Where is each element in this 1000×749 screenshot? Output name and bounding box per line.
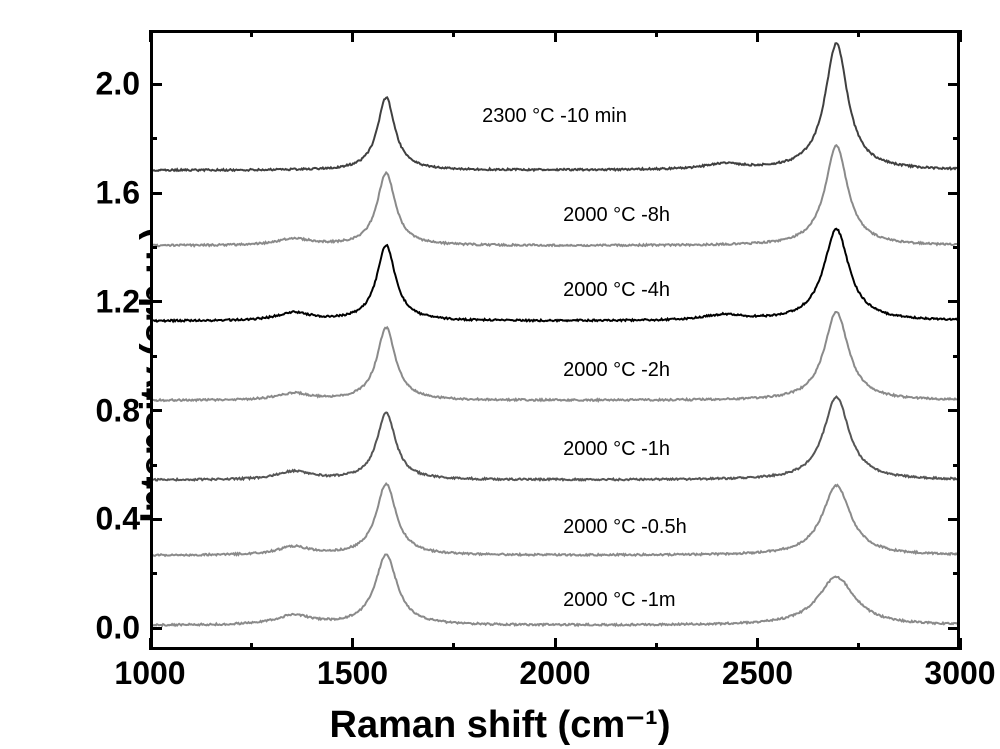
raman-chart: Intensity (arb.u.) Raman shift (cm⁻¹) 0.… <box>0 0 1000 749</box>
spectrum-curve <box>153 312 957 401</box>
x-tick-label: 2500 <box>722 655 793 692</box>
x-tick-label: 2000 <box>519 655 590 692</box>
spectrum-curve <box>153 484 957 556</box>
curve-label: 2000 °C -8h <box>563 204 670 227</box>
x-tick-label: 1500 <box>317 655 388 692</box>
spectrum-curve <box>153 397 957 481</box>
curve-label: 2000 °C -2h <box>563 359 670 382</box>
curve-label: 2000 °C -1m <box>563 589 676 612</box>
y-tick-label: 0.8 <box>96 392 140 429</box>
x-tick-label: 1000 <box>114 655 185 692</box>
curve-label: 2000 °C -0.5h <box>563 516 687 539</box>
y-tick-label: 0.0 <box>96 610 140 647</box>
curve-label: 2300 °C -10 min <box>482 105 627 128</box>
curve-label: 2000 °C -4h <box>563 279 670 302</box>
x-axis-label: Raman shift (cm⁻¹) <box>330 702 671 747</box>
spectrum-curve <box>153 145 957 246</box>
x-tick-label: 3000 <box>924 655 995 692</box>
y-tick-label: 2.0 <box>96 66 140 103</box>
y-tick-label: 1.2 <box>96 283 140 320</box>
curve-label: 2000 °C -1h <box>563 438 670 461</box>
y-tick-label: 1.6 <box>96 175 140 212</box>
y-tick-label: 0.4 <box>96 501 140 538</box>
spectrum-curve <box>153 554 957 625</box>
